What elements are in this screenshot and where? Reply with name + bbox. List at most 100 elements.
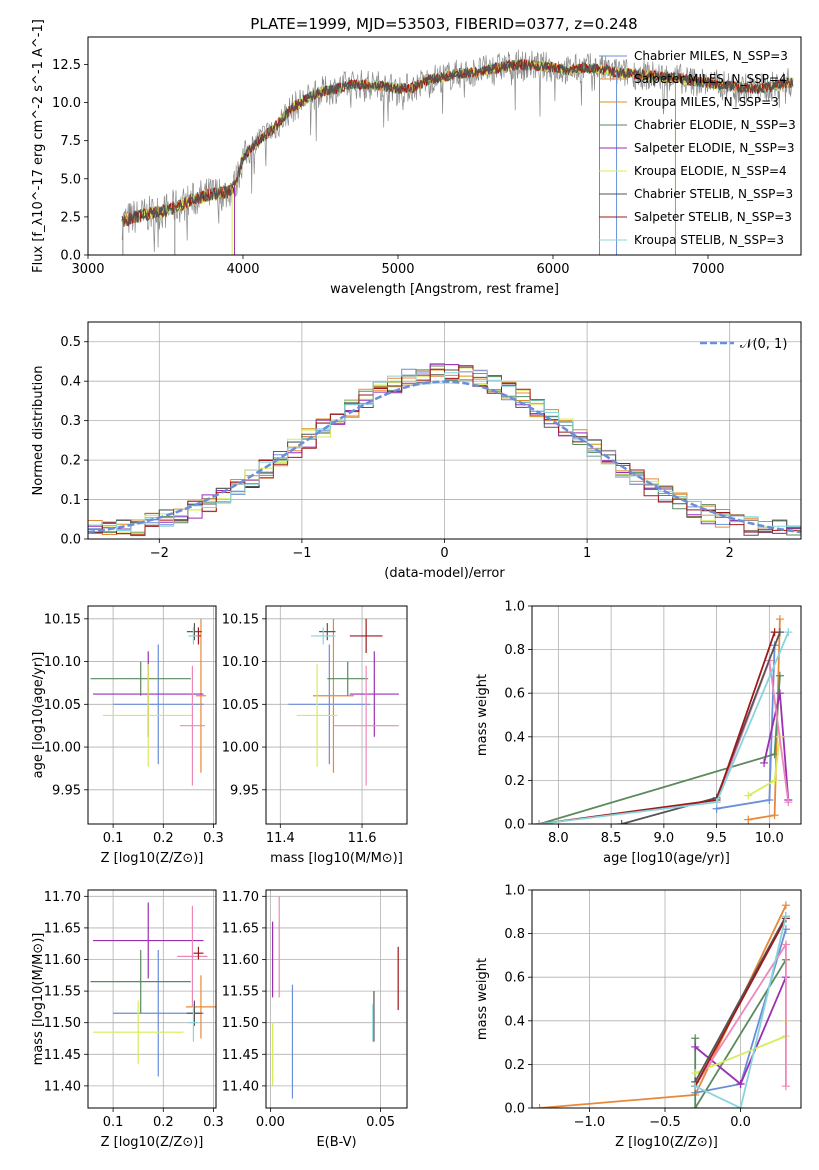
plot-area (121, 49, 794, 255)
mass-weight-marker (775, 689, 784, 698)
y-tick-label: 0.6 (504, 971, 525, 986)
errorbar-point-salpeter_elodie (349, 651, 399, 737)
y-tick-label: 10.00 (44, 741, 81, 756)
y-tick-label: 11.60 (44, 953, 81, 968)
y-tick-label: 11.45 (222, 1048, 259, 1063)
errorbar-point-kroupa_elodie (93, 1000, 184, 1064)
legend-entry: Kroupa MILES, N_SSP=3 (634, 95, 779, 109)
mass-weight-line-salpeter_miles (539, 904, 787, 1108)
mass-weight-line-salpeter_stelib (694, 917, 787, 1087)
x-axis-label: wavelength [Angstrom, rest frame] (330, 282, 559, 297)
errorbar-point-salpeter_stelib (193, 946, 204, 960)
mass-weight-line-salpeter_stelib (539, 631, 776, 824)
legend-entry: Kroupa ELODIE, N_SSP=4 (634, 164, 787, 178)
x-tick-label: 0.3 (203, 831, 224, 846)
mass-weight-marker (691, 1034, 700, 1043)
mass-weight-line-chabrier_elodie (694, 959, 787, 1108)
y-tick-label: 10.05 (222, 698, 259, 713)
y-tick-label: 10.00 (222, 741, 259, 756)
y-tick-label: 0.8 (504, 927, 525, 942)
y-tick-label: 0.4 (504, 730, 525, 745)
errorbar-point-chabrier_elodie (90, 950, 191, 1014)
mass-weight-line-chabrier_stelib (621, 631, 781, 824)
x-axis-label: Z [log10(Z/Z⊙)] (101, 1135, 204, 1150)
errorbar-point-kroupa_elodie (103, 664, 194, 767)
y-tick-label: 10.15 (44, 612, 81, 627)
y-axis-label: mass weight (475, 674, 490, 756)
x-tick-label: −0.5 (649, 1115, 681, 1130)
y-tick-label: 11.40 (44, 1079, 81, 1094)
y-tick-label: 11.70 (222, 890, 259, 905)
spectrum-line-chabrier_stelib (121, 58, 794, 227)
x-tick-label: 9.0 (654, 831, 675, 846)
mass-weight-marker (760, 758, 769, 767)
errorbar-point-pink (179, 665, 205, 786)
x-tick-label: 0.00 (256, 1115, 285, 1130)
y-tick-label: 11.55 (222, 985, 259, 1000)
plot-area (272, 896, 399, 1099)
y-tick-label: 5.0 (60, 172, 81, 187)
panel-spectrum: 3000 4000 5000 6000 7000 0.0 2.5 5.0 7.5 10.0 12.5… (31, 19, 802, 297)
errorbar-point-kroupa_stelib (188, 627, 199, 645)
y-tick-label: 0.1 (60, 493, 81, 508)
errorbar-point-kroupa_stelib (188, 1003, 199, 1042)
plot-area (535, 615, 793, 824)
legend-entry: Salpeter STELIB, N_SSP=3 (634, 210, 792, 224)
y-tick-label: 0.0 (504, 1102, 525, 1117)
y-tick-label: 0.0 (60, 249, 81, 264)
mass-weight-marker (744, 815, 753, 824)
axes-frame (87, 36, 802, 256)
mass-weight-marker (535, 820, 544, 824)
errorbar-point-kroupa_elodie (296, 664, 338, 767)
plot-area (288, 618, 399, 786)
y-tick-label: 0.0 (60, 533, 81, 548)
mass-weight-marker (770, 776, 779, 785)
y-tick-label: 0.0 (504, 818, 525, 833)
y-tick-label: 0.2 (504, 774, 525, 789)
spectrum-title: PLATE=1999, MJD=53503, FIBERID=0377, z=0… (250, 15, 637, 33)
mass-weight-marker (691, 1104, 700, 1108)
mass-weight-marker (535, 1104, 544, 1108)
y-tick-label: 11.70 (44, 890, 81, 905)
x-tick-label: 0.1 (103, 831, 124, 846)
mass-weight-marker (691, 1082, 700, 1091)
y-tick-label: 7.5 (60, 134, 81, 149)
errorbar-point-chabrier_elodie (327, 661, 369, 696)
y-tick-label: 9.95 (230, 783, 259, 798)
plot-area (535, 901, 790, 1108)
x-tick-label: 0.0 (730, 1115, 751, 1130)
mass-weight-marker (691, 1069, 700, 1078)
errorbar-point-chabrier_miles (113, 644, 204, 765)
y-tick-label: 0.6 (504, 687, 525, 702)
x-axis-label: Z [log10(Z/Z⊙)] (615, 1135, 718, 1150)
legend-entry: Salpeter MILES, N_SSP=4 (634, 72, 787, 86)
mass-weight-marker (775, 615, 784, 624)
x-tick-label: 6000 (536, 262, 569, 277)
y-axis-label: mass weight (475, 958, 490, 1040)
panel-mass_vs_ebv: 0.00 0.05 11.40 11.45 11.50 11.55 11.60 11.65 11… (222, 889, 408, 1150)
y-tick-label: 12.5 (52, 58, 81, 73)
panel-age_vs_mass: 11.4 11.6 9.95 10.00 10.05 10.10 10.15 mass [lo… (222, 605, 408, 866)
y-tick-label: 11.45 (44, 1048, 81, 1063)
y-tick-label: 1.0 (504, 600, 525, 615)
x-tick-label: 4000 (226, 262, 259, 277)
plot-area (88, 363, 801, 537)
panel-age_vs_Z: 0.1 0.2 0.3 9.95 10.00 10.05 10.10 10.15 Z [log1… (31, 605, 224, 866)
y-tick-label: 11.60 (222, 953, 259, 968)
errorbar-point-chabrier_miles (288, 644, 371, 765)
errorbar-point-chabrier_stelib (186, 623, 202, 641)
legend-entry: Kroupa STELIB, N_SSP=3 (634, 233, 784, 247)
y-tick-label: 2.5 (60, 210, 81, 225)
errorbar-point-chabrier_stelib (186, 1000, 202, 1026)
y-axis-label: age [log10(age/yr)] (31, 652, 46, 779)
y-tick-label: 11.50 (44, 1016, 81, 1031)
x-tick-label: 0.3 (203, 1115, 224, 1130)
errorbar-point-chabrier_stelib (319, 623, 336, 641)
errorbar-point-salpeter_miles (185, 975, 216, 1039)
panel-mass_weight_vs_age: 8.0 8.5 9.0 9.5 10.0 0.0 0.2 0.4 0.6 0.8 1.0 age [l… (475, 600, 802, 866)
x-tick-label: 7000 (691, 262, 724, 277)
y-tick-label: 0.8 (504, 643, 525, 658)
x-tick-label: 0.05 (366, 1115, 395, 1130)
axes-frame (87, 321, 802, 540)
